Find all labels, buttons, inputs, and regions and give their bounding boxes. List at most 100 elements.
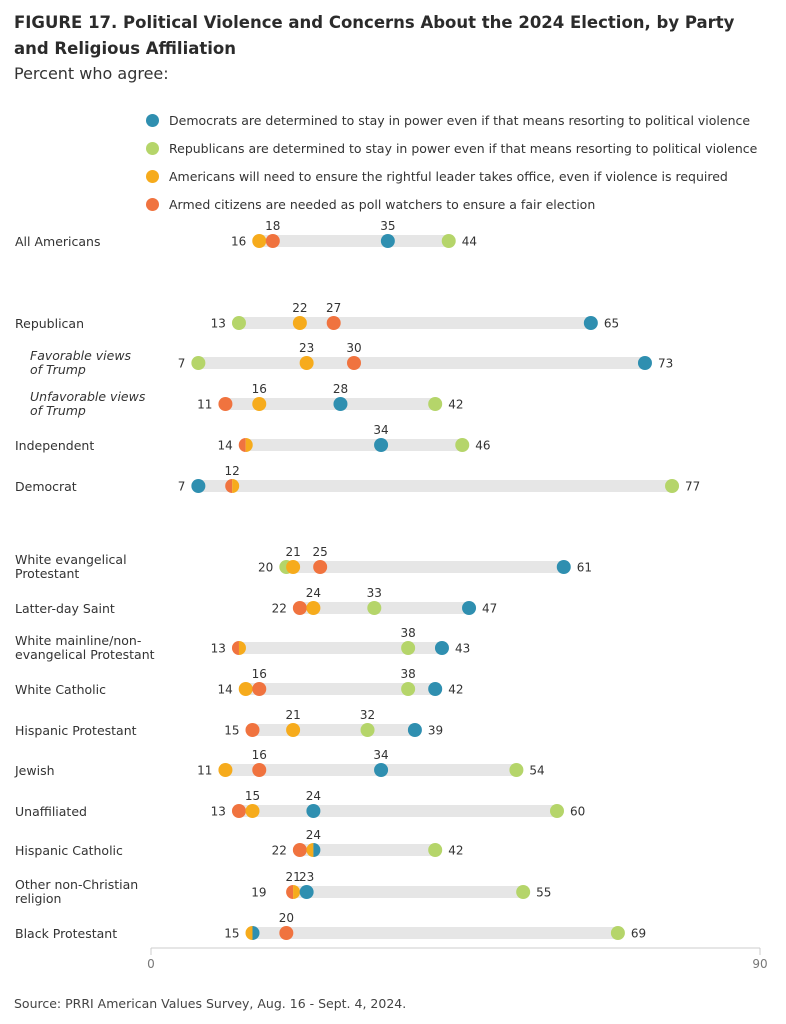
value-label-right: 42 (448, 844, 463, 858)
row-label: Unaffiliated (15, 804, 87, 819)
legend-label-poll-watchers: Armed citizens are needed as poll watche… (169, 196, 596, 212)
value-label-above: 21 (285, 708, 300, 722)
value-label-left: 22 (272, 602, 287, 616)
row-label: of Trump (30, 362, 86, 377)
data-dot (286, 723, 301, 737)
value-label-above: 23 (299, 870, 314, 884)
data-dot-half-right (313, 843, 321, 857)
value-label-above: 38 (400, 667, 415, 681)
legend-swatch-republicans (146, 141, 159, 155)
data-dot-half-left (238, 438, 246, 452)
value-label-above: 25 (313, 545, 328, 559)
data-dot (556, 560, 571, 574)
row-label: Jewish (14, 763, 55, 778)
value-label-left: 13 (211, 642, 226, 656)
chart-subtitle: Percent who agree: (14, 64, 169, 83)
data-dot (306, 804, 321, 818)
row-label: Other non-Christian (15, 877, 138, 892)
data-dot (238, 682, 253, 696)
row-label: White Catholic (15, 682, 106, 697)
data-dot (407, 723, 422, 737)
data-dot-half-right (252, 926, 260, 940)
data-dot (441, 234, 456, 248)
legend-label-republicans: Republicans are determined to stay in po… (169, 140, 758, 156)
data-dot (367, 601, 382, 615)
data-dot (231, 316, 246, 330)
row-label: Democrat (15, 479, 77, 494)
row-label: of Trump (30, 403, 86, 418)
chart-title: FIGURE 17. Political Violence and Concer… (14, 13, 735, 58)
data-dot (286, 560, 301, 574)
data-dot (191, 479, 206, 493)
data-dot (434, 641, 449, 655)
value-label-right: 61 (577, 561, 592, 575)
value-label-right: 47 (482, 602, 497, 616)
value-label-right: 39 (428, 724, 443, 738)
data-dot-half-left (225, 479, 233, 493)
row-label: Unfavorable views (30, 389, 146, 404)
data-dot (583, 316, 598, 330)
row-label: Independent (15, 438, 94, 453)
value-label-above: 23 (299, 341, 314, 355)
data-dot (401, 682, 416, 696)
value-label-above: 16 (252, 667, 267, 681)
value-label-right: 43 (455, 642, 470, 656)
data-dot (380, 234, 395, 248)
row-label: Favorable views (30, 348, 132, 363)
data-dot (218, 763, 233, 777)
value-label-above: 33 (367, 586, 382, 600)
value-label-left: 19 (251, 886, 266, 900)
data-dot (191, 356, 206, 370)
value-label-right: 65 (604, 317, 619, 331)
data-dot (360, 723, 375, 737)
value-label-above: 27 (326, 301, 341, 315)
row-label: Latter-day Saint (15, 601, 115, 616)
legend-swatch-rightful-leader (146, 169, 159, 183)
value-label-above: 32 (360, 708, 375, 722)
value-label-right: 42 (448, 398, 463, 412)
legend-label-democrats: Democrats are determined to stay in powe… (169, 112, 751, 128)
data-dot-half-left (231, 641, 239, 656)
data-dot (401, 641, 416, 655)
data-dot-half-right (293, 885, 301, 899)
source-note: Source: PRRI American Values Survey, Aug… (14, 996, 407, 1011)
data-dot (218, 397, 233, 411)
legend-item-poll-watchers: Armed citizens are needed as poll watche… (146, 190, 757, 218)
row-label: All Americans (15, 234, 100, 249)
data-dot-half-right (245, 438, 253, 452)
legend-item-republicans: Republicans are determined to stay in po… (146, 134, 757, 162)
data-dot (252, 234, 267, 248)
value-label-left: 7 (178, 480, 186, 494)
data-dot (252, 763, 267, 777)
data-dot (265, 234, 280, 248)
value-label-above: 12 (225, 464, 240, 478)
data-dot (665, 479, 680, 493)
value-label-above: 24 (306, 828, 321, 842)
value-label-right: 77 (685, 480, 700, 494)
row-label: Republican (15, 316, 84, 331)
data-dot (313, 560, 328, 574)
value-label-left: 16 (231, 235, 246, 249)
data-dot (374, 438, 389, 452)
value-label-above: 16 (252, 748, 267, 762)
data-dot (428, 397, 443, 411)
data-dot (299, 356, 314, 370)
row-label: Hispanic Protestant (15, 723, 137, 738)
value-label-right: 69 (631, 927, 646, 941)
value-label-right: 55 (536, 886, 551, 900)
value-label-above: 30 (346, 341, 361, 355)
data-dot (326, 316, 341, 330)
data-dot (279, 926, 294, 940)
data-dot (292, 316, 307, 330)
value-label-right: 42 (448, 683, 463, 697)
data-dot (428, 682, 443, 696)
data-dot (455, 438, 470, 452)
value-label-right: 54 (529, 764, 544, 778)
row-label: Hispanic Catholic (15, 843, 123, 858)
value-label-left: 22 (272, 844, 287, 858)
value-label-above: 28 (333, 382, 348, 396)
data-dot (292, 601, 307, 615)
value-label-above: 15 (245, 789, 260, 803)
value-label-above: 24 (306, 789, 321, 803)
value-label-left: 11 (197, 398, 212, 412)
